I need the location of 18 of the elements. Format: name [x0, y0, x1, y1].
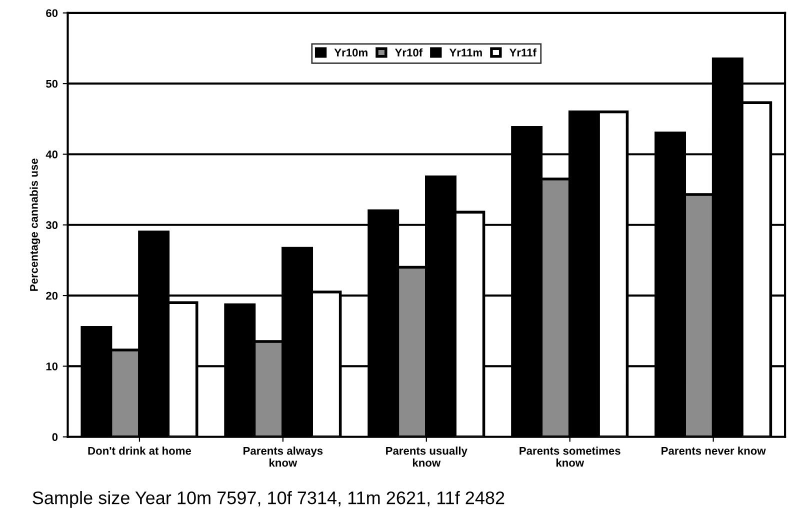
y-tick-label: 40: [46, 150, 58, 158]
legend-label: Yr11f: [509, 48, 536, 56]
x-tick-label: Parents always know: [244, 446, 323, 467]
legend-label: Yr11m: [449, 48, 482, 56]
y-tick-label: 0: [52, 433, 58, 441]
y-axis-title: Percentage cannabis use: [30, 158, 40, 291]
x-tick-label: Parents never know: [662, 446, 766, 455]
y-tick-label: 20: [46, 292, 58, 300]
y-tick-label: 30: [46, 221, 58, 230]
y-tick-label: 60: [46, 9, 58, 18]
text: Sample size Year 10m 7597, 10f 7314, 11m 2621, 11f 2482: [32, 490, 504, 508]
y-tick-label: 10: [46, 362, 58, 370]
x-tick-label: Don't drink at home: [88, 446, 192, 455]
x-tick-label: Parents sometimes know: [520, 446, 620, 467]
legend-label: Yr10f: [394, 48, 423, 57]
legend-label: Yr10m: [334, 48, 368, 57]
y-tick-label: 50: [46, 80, 58, 88]
x-tick-label: Parents usually know: [386, 446, 468, 467]
